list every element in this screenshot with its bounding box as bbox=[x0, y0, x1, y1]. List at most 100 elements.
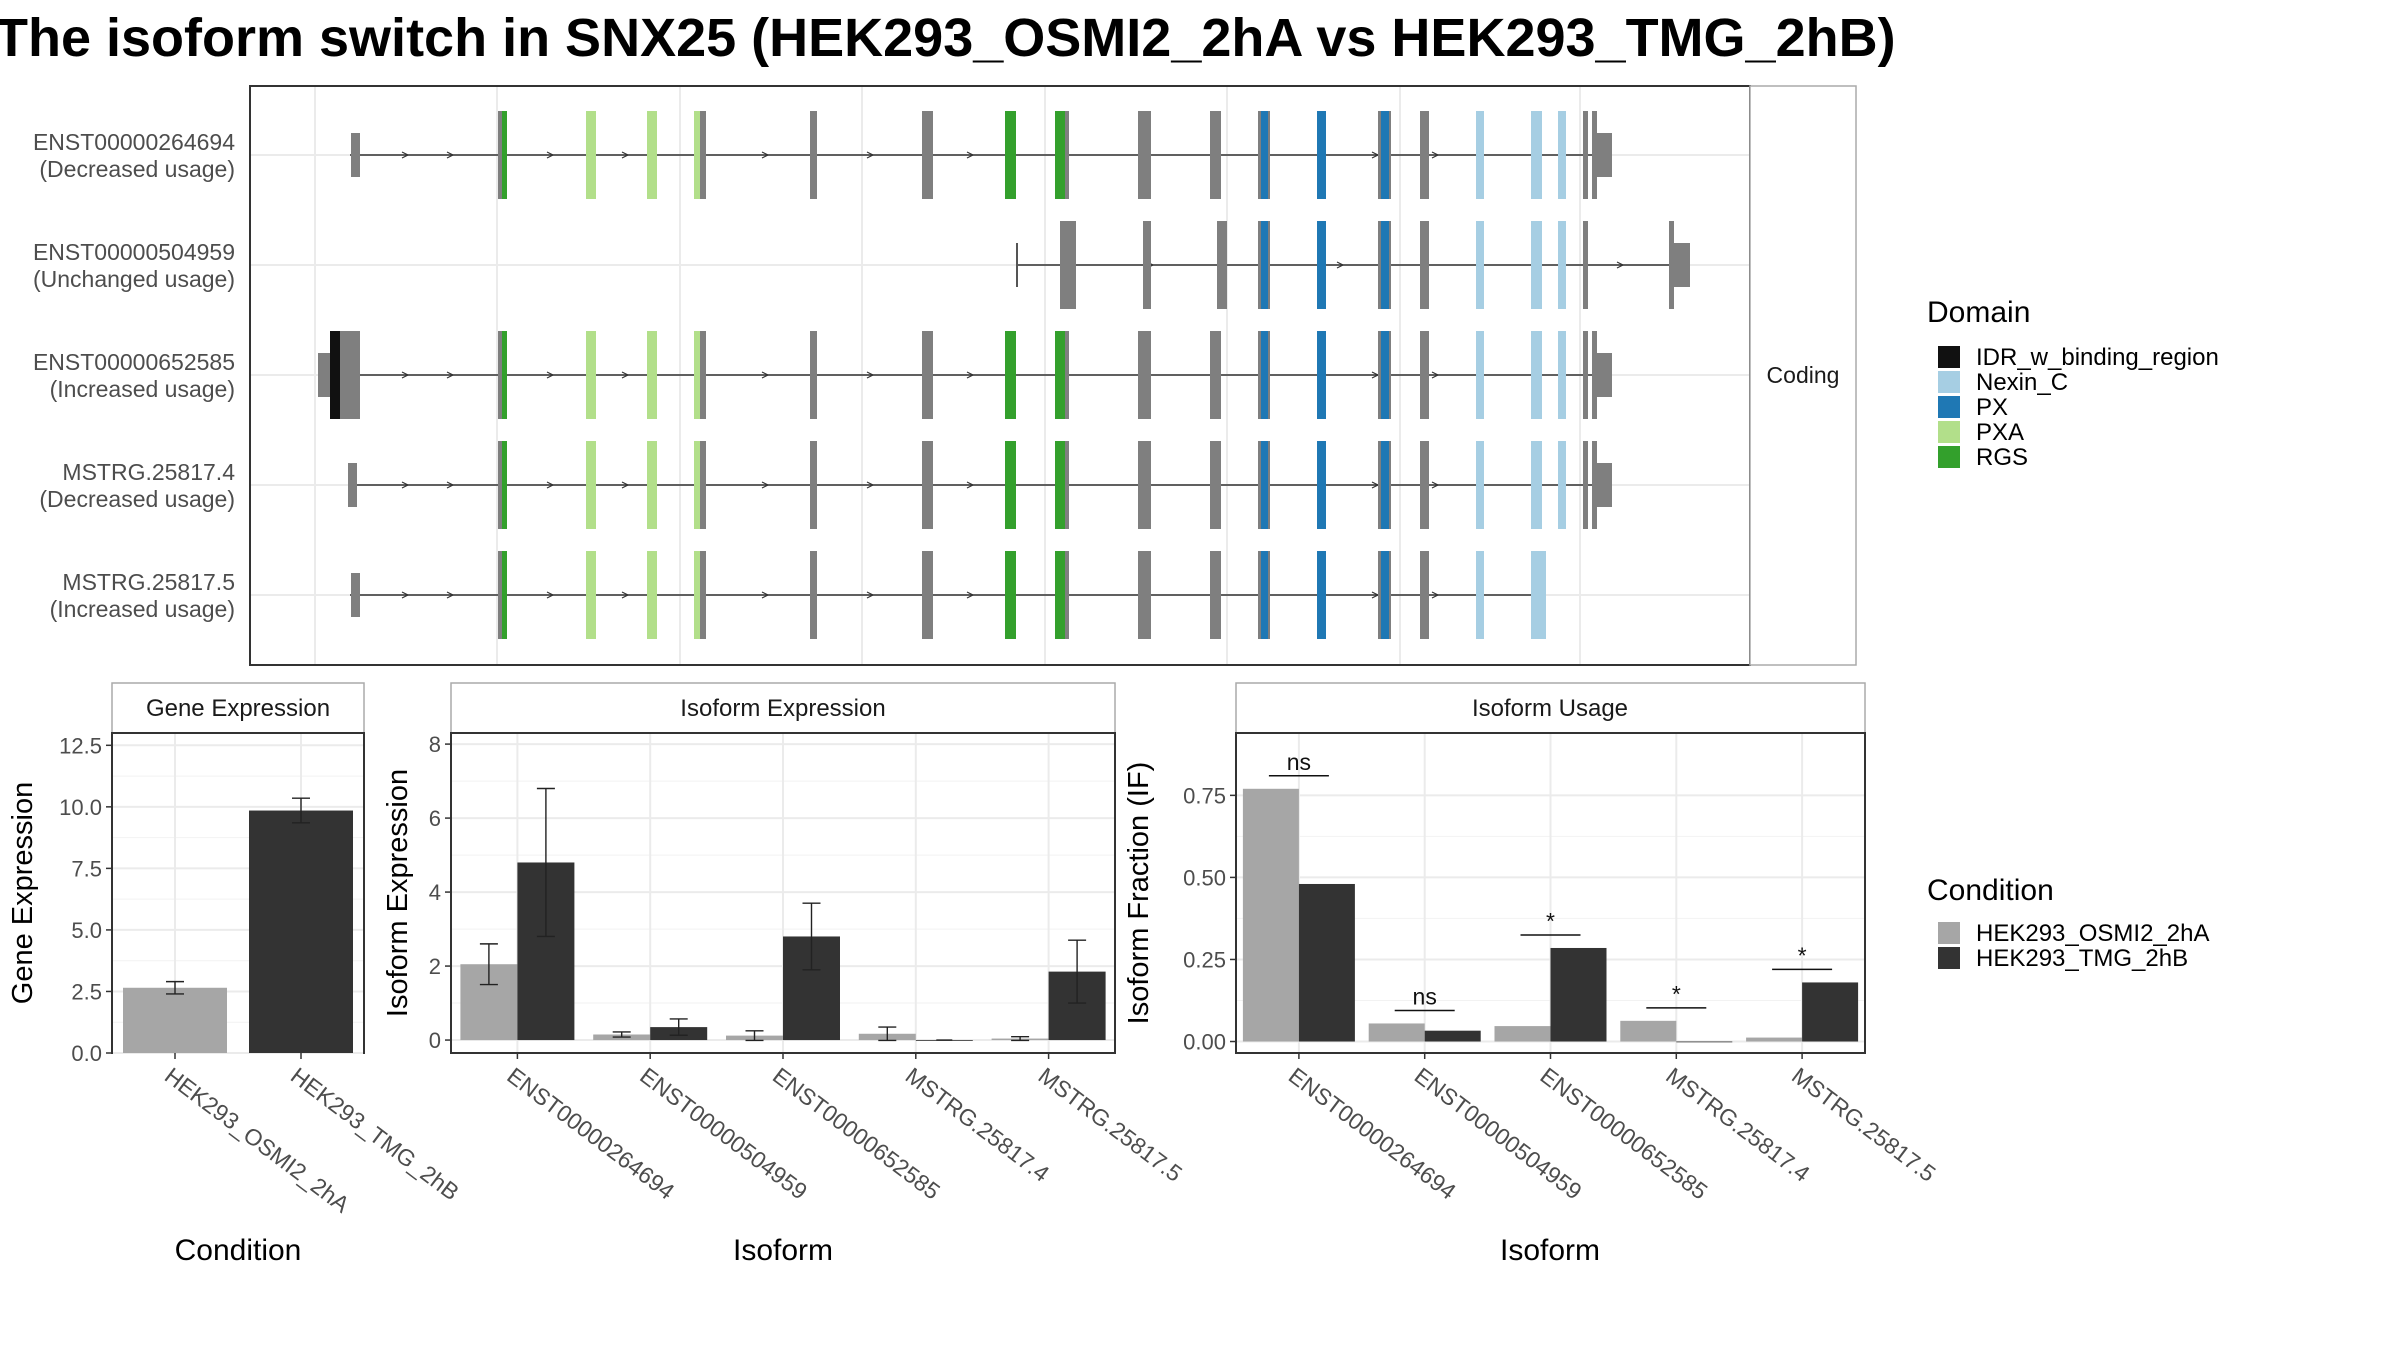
exon-block bbox=[922, 441, 933, 529]
exon-block bbox=[1210, 111, 1221, 199]
y-tick-label: 0 bbox=[429, 1028, 441, 1053]
transcript-track: MSTRG.25817.4(Decreased usage) bbox=[39, 441, 1612, 529]
gene-expression-strip-title: Gene Expression bbox=[146, 695, 330, 722]
y-tick-label: 10.0 bbox=[59, 795, 102, 820]
condition-legend-key bbox=[1938, 922, 1960, 944]
domain-legend-label: RGS bbox=[1976, 444, 2028, 471]
pxa-domain-block bbox=[694, 111, 700, 199]
nexin-c-domain-block bbox=[1476, 111, 1484, 199]
strand-arrow bbox=[621, 371, 630, 379]
transcript-id-label: ENST00000504959 bbox=[33, 239, 235, 265]
px-domain-block bbox=[1261, 331, 1268, 419]
exon-block bbox=[1583, 111, 1588, 199]
nexin-c-domain-block bbox=[1531, 221, 1542, 309]
isoform-expression-y-title: Isoform Expression bbox=[382, 769, 414, 1017]
y-tick-label: 0.0 bbox=[71, 1041, 102, 1066]
figure-title: The isoform switch in SNX25 (HEK293_OSMI… bbox=[0, 8, 1896, 68]
px-domain-block bbox=[1317, 221, 1326, 309]
exon-block bbox=[1592, 111, 1597, 199]
domain-legend-key bbox=[1938, 396, 1960, 418]
strand-arrow bbox=[1616, 261, 1625, 269]
y-tick-label: 0.75 bbox=[1183, 783, 1226, 808]
px-domain-block bbox=[1381, 111, 1389, 199]
transcript-usage-label: (Increased usage) bbox=[50, 376, 235, 402]
nexin-c-domain-block bbox=[1531, 551, 1542, 639]
bar bbox=[1620, 1020, 1677, 1042]
nexin-c-domain-block bbox=[1531, 441, 1542, 529]
y-tick-label: 8 bbox=[429, 732, 441, 757]
exon-block bbox=[1592, 441, 1597, 529]
px-domain-block bbox=[1317, 331, 1326, 419]
bar bbox=[1242, 788, 1299, 1042]
isoform-usage-y-title: Isoform Fraction (IF) bbox=[1123, 762, 1155, 1025]
px-domain-block bbox=[1261, 441, 1268, 529]
exon-block bbox=[1583, 441, 1588, 529]
exon-block bbox=[1420, 221, 1429, 309]
strand-arrow bbox=[866, 371, 875, 379]
strand-arrow bbox=[446, 481, 455, 489]
bar bbox=[249, 810, 353, 1053]
rgs-domain-block bbox=[1055, 441, 1065, 529]
pxa-domain-block bbox=[694, 331, 700, 419]
exon-block bbox=[1420, 331, 1429, 419]
exon-block bbox=[1138, 111, 1151, 199]
domain-legend-title: Domain bbox=[1927, 296, 2030, 329]
isoform-usage-strip-title: Isoform Usage bbox=[1472, 695, 1628, 722]
y-tick-label: 2.5 bbox=[71, 979, 102, 1004]
condition-legend-title: Condition bbox=[1927, 874, 2054, 907]
strand-arrow bbox=[966, 371, 975, 379]
significance-label: * bbox=[1546, 908, 1555, 934]
rgs-domain-block bbox=[1005, 551, 1016, 639]
rgs-domain-block bbox=[1055, 551, 1065, 639]
isoform-usage-panel: Isoform Usage Isoform Fraction (IF) Isof… bbox=[1123, 682, 1941, 1267]
strand-arrow bbox=[761, 591, 770, 599]
utr-block bbox=[351, 133, 360, 177]
px-domain-block bbox=[1381, 441, 1389, 529]
strand-arrow bbox=[446, 591, 455, 599]
transcript-id-label: MSTRG.25817.4 bbox=[62, 459, 235, 485]
exon-block bbox=[1210, 551, 1221, 639]
x-tick-label: MSTRG.25817.5 bbox=[1034, 1062, 1187, 1187]
condition-legend-label: HEK293_TMG_2hB bbox=[1976, 945, 2188, 972]
strand-arrow bbox=[446, 371, 455, 379]
strand-arrow bbox=[401, 371, 410, 379]
exon-block bbox=[1420, 441, 1429, 529]
y-tick-label: 6 bbox=[429, 806, 441, 831]
bar bbox=[123, 987, 227, 1053]
exon-block bbox=[1210, 441, 1221, 529]
px-domain-block bbox=[1317, 551, 1326, 639]
utr-block bbox=[1597, 353, 1612, 397]
strand-arrow bbox=[621, 151, 630, 159]
isoform-expression-strip-title: Isoform Expression bbox=[680, 695, 885, 722]
exon-block bbox=[1138, 441, 1151, 529]
domain-legend-key bbox=[1938, 346, 1960, 368]
transcript-id-label: ENST00000264694 bbox=[33, 129, 235, 155]
px-domain-block bbox=[1317, 111, 1326, 199]
strand-arrow bbox=[1431, 371, 1440, 379]
strand-arrow bbox=[966, 151, 975, 159]
domain-legend-key bbox=[1938, 371, 1960, 393]
nexin-c-domain-block bbox=[1476, 551, 1484, 639]
px-domain-block bbox=[1261, 221, 1268, 309]
gene-expression-x-title: Condition bbox=[175, 1234, 302, 1267]
pxa-domain-block bbox=[647, 111, 657, 199]
strand-arrow bbox=[621, 481, 630, 489]
pxa-domain-block bbox=[647, 331, 657, 419]
idr-domain-block bbox=[330, 331, 340, 419]
isoform-usage-x-title: Isoform bbox=[1500, 1234, 1600, 1267]
transcript-id-label: MSTRG.25817.5 bbox=[62, 569, 235, 595]
y-tick-label: 4 bbox=[429, 880, 441, 905]
strand-arrow bbox=[621, 591, 630, 599]
transcript-usage-label: (Increased usage) bbox=[50, 596, 235, 622]
exon-block bbox=[340, 331, 360, 419]
utr-block bbox=[351, 573, 360, 617]
px-domain-block bbox=[1261, 111, 1268, 199]
domain-legend-label: Nexin_C bbox=[1976, 369, 2068, 396]
utr-block bbox=[348, 463, 357, 507]
strand-arrow bbox=[1431, 591, 1440, 599]
y-tick-label: 12.5 bbox=[59, 733, 102, 758]
significance-label: * bbox=[1672, 981, 1681, 1007]
transcript-usage-label: (Unchanged usage) bbox=[33, 266, 235, 292]
strand-arrow bbox=[546, 481, 555, 489]
